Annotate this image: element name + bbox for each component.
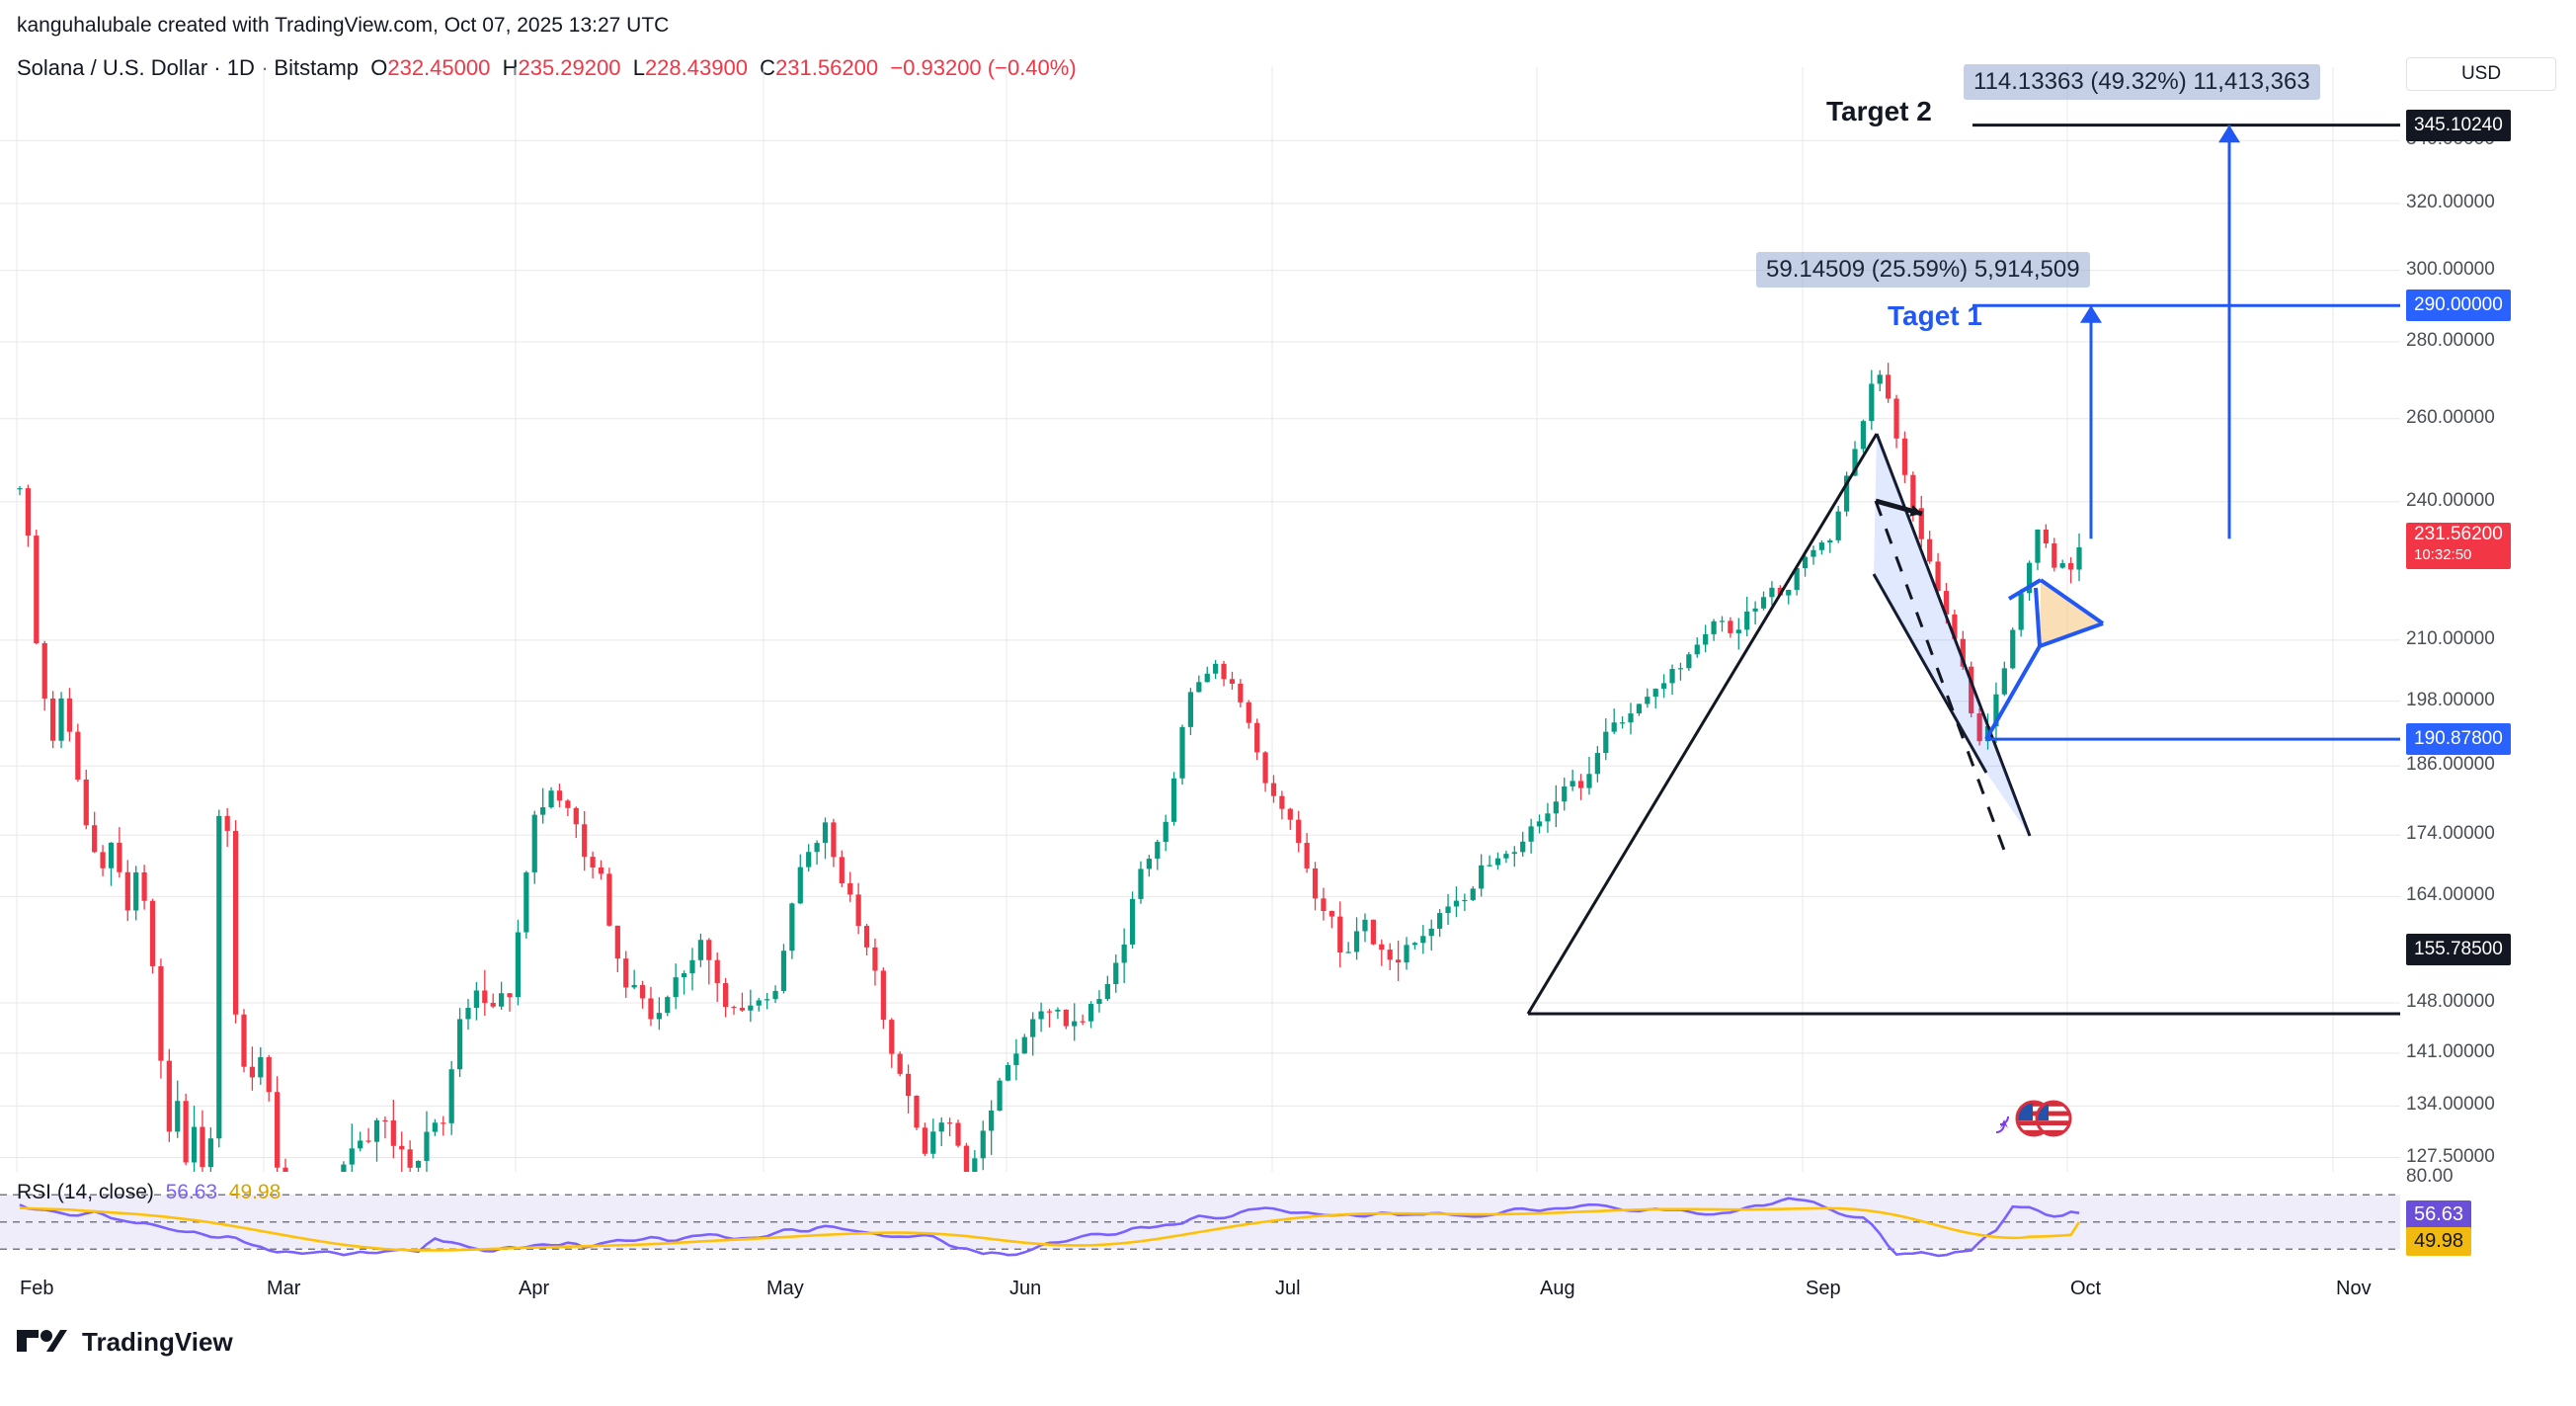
svg-text:TradingView: TradingView bbox=[82, 1327, 233, 1357]
